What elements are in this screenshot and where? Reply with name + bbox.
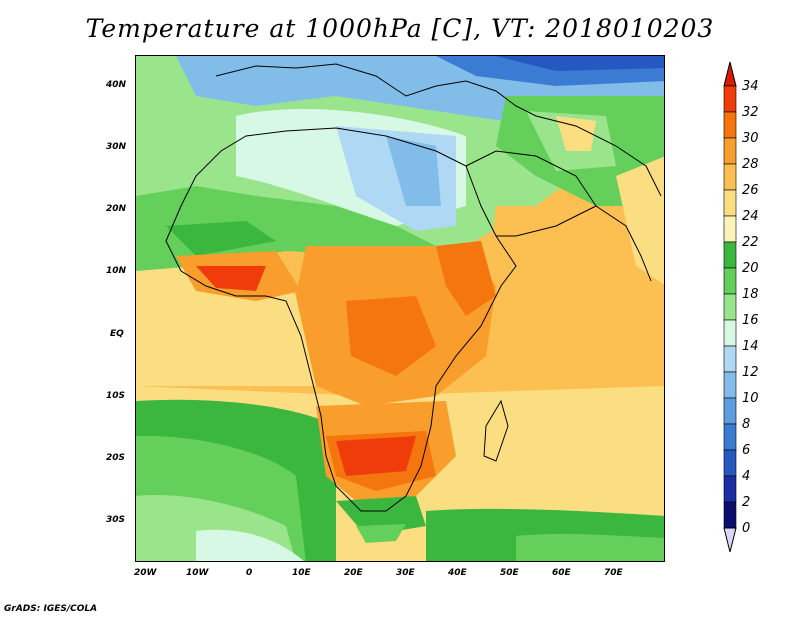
colorbar — [723, 61, 737, 553]
colorbar-box — [723, 189, 737, 217]
madagascar-coastline — [483, 399, 509, 462]
colorbar-boxes — [723, 61, 737, 553]
lon-tick-label: 30E — [396, 568, 415, 578]
lon-tick-label: 40E — [448, 568, 467, 578]
colorbar-label: 30 — [742, 131, 759, 146]
colorbar-box — [723, 397, 737, 425]
colorbar-label: 32 — [742, 105, 759, 120]
colorbar-box — [723, 163, 737, 191]
colorbar-box — [723, 241, 737, 269]
lon-tick-label: 60E — [552, 568, 571, 578]
field-sw-14 — [196, 529, 304, 561]
colorbar-label: 12 — [742, 365, 759, 380]
lat-tick-label: 30N — [106, 142, 127, 152]
colorbar-over-triangle — [723, 61, 737, 87]
field-india-24 — [616, 156, 664, 285]
north-coastline — [215, 63, 662, 197]
temperature-map — [135, 55, 665, 562]
field-se-18 — [516, 533, 664, 561]
colorbar-under-triangle — [723, 527, 737, 553]
lat-tick-label: 10S — [106, 391, 126, 401]
lon-tick-label: 70E — [604, 568, 623, 578]
colorbar-box — [723, 501, 737, 529]
colorbar-label: 10 — [742, 391, 759, 406]
lon-tick-label: 0 — [246, 568, 253, 578]
colorbar-label: 28 — [742, 157, 759, 172]
field-ethiopia-30 — [436, 241, 496, 316]
coastlines — [165, 63, 662, 512]
india-coastline — [595, 205, 652, 282]
lon-tick-label: 50E — [500, 568, 519, 578]
africa-coastline — [165, 127, 517, 512]
lat-tick-label: 20S — [106, 453, 126, 463]
colorbar-label: 22 — [742, 235, 759, 250]
colorbar-label: 14 — [742, 339, 759, 354]
colorbar-box — [723, 111, 737, 139]
arabia-coastline — [465, 150, 597, 237]
colorbar-label: 6 — [742, 443, 751, 458]
field-arabia-24 — [556, 116, 596, 151]
credit-text: GrADS: IGES/COLA — [4, 604, 98, 614]
map-svg — [136, 56, 664, 561]
colorbar-label: 34 — [742, 79, 759, 94]
colorbar-label: 4 — [742, 469, 751, 484]
colorbar-box — [723, 267, 737, 295]
field-central-30 — [346, 296, 436, 376]
colorbar-label: 0 — [742, 521, 751, 536]
lat-tick-label: EQ — [110, 329, 124, 339]
lon-tick-label: 20W — [134, 568, 157, 578]
field-west-20 — [166, 221, 276, 256]
colorbar-label: 18 — [742, 287, 759, 302]
lon-tick-label: 10W — [186, 568, 209, 578]
colorbar-label: 16 — [742, 313, 759, 328]
colorbar-box — [723, 85, 737, 113]
field-sahara-10 — [386, 136, 441, 206]
colorbar-label: 20 — [742, 261, 759, 276]
field-cape-18 — [356, 524, 406, 543]
colorbar-box — [723, 475, 737, 503]
colorbar-box — [723, 371, 737, 399]
colorbar-label: 2 — [742, 495, 751, 510]
colorbar-box — [723, 293, 737, 321]
lat-tick-label: 10N — [106, 266, 127, 276]
colorbar-box — [723, 319, 737, 347]
chart-title: Temperature at 1000hPa [C], VT: 20180102… — [85, 14, 715, 43]
colorbar-label: 24 — [742, 209, 759, 224]
colorbar-box — [723, 345, 737, 373]
colorbar-label: 8 — [742, 417, 751, 432]
lat-tick-label: 40N — [106, 80, 127, 90]
field-europe-4 — [496, 56, 664, 71]
lon-tick-label: 10E — [292, 568, 311, 578]
colorbar-label: 26 — [742, 183, 759, 198]
field-south-32 — [336, 436, 416, 476]
lon-tick-label: 20E — [344, 568, 363, 578]
colorbar-box — [723, 215, 737, 243]
lat-tick-label: 20N — [106, 204, 127, 214]
lat-tick-label: 30S — [106, 515, 126, 525]
colorbar-box — [723, 423, 737, 451]
colorbar-box — [723, 449, 737, 477]
colorbar-box — [723, 137, 737, 165]
field-westafrica-32 — [196, 266, 266, 291]
field-arab-sea-26 — [486, 206, 664, 386]
